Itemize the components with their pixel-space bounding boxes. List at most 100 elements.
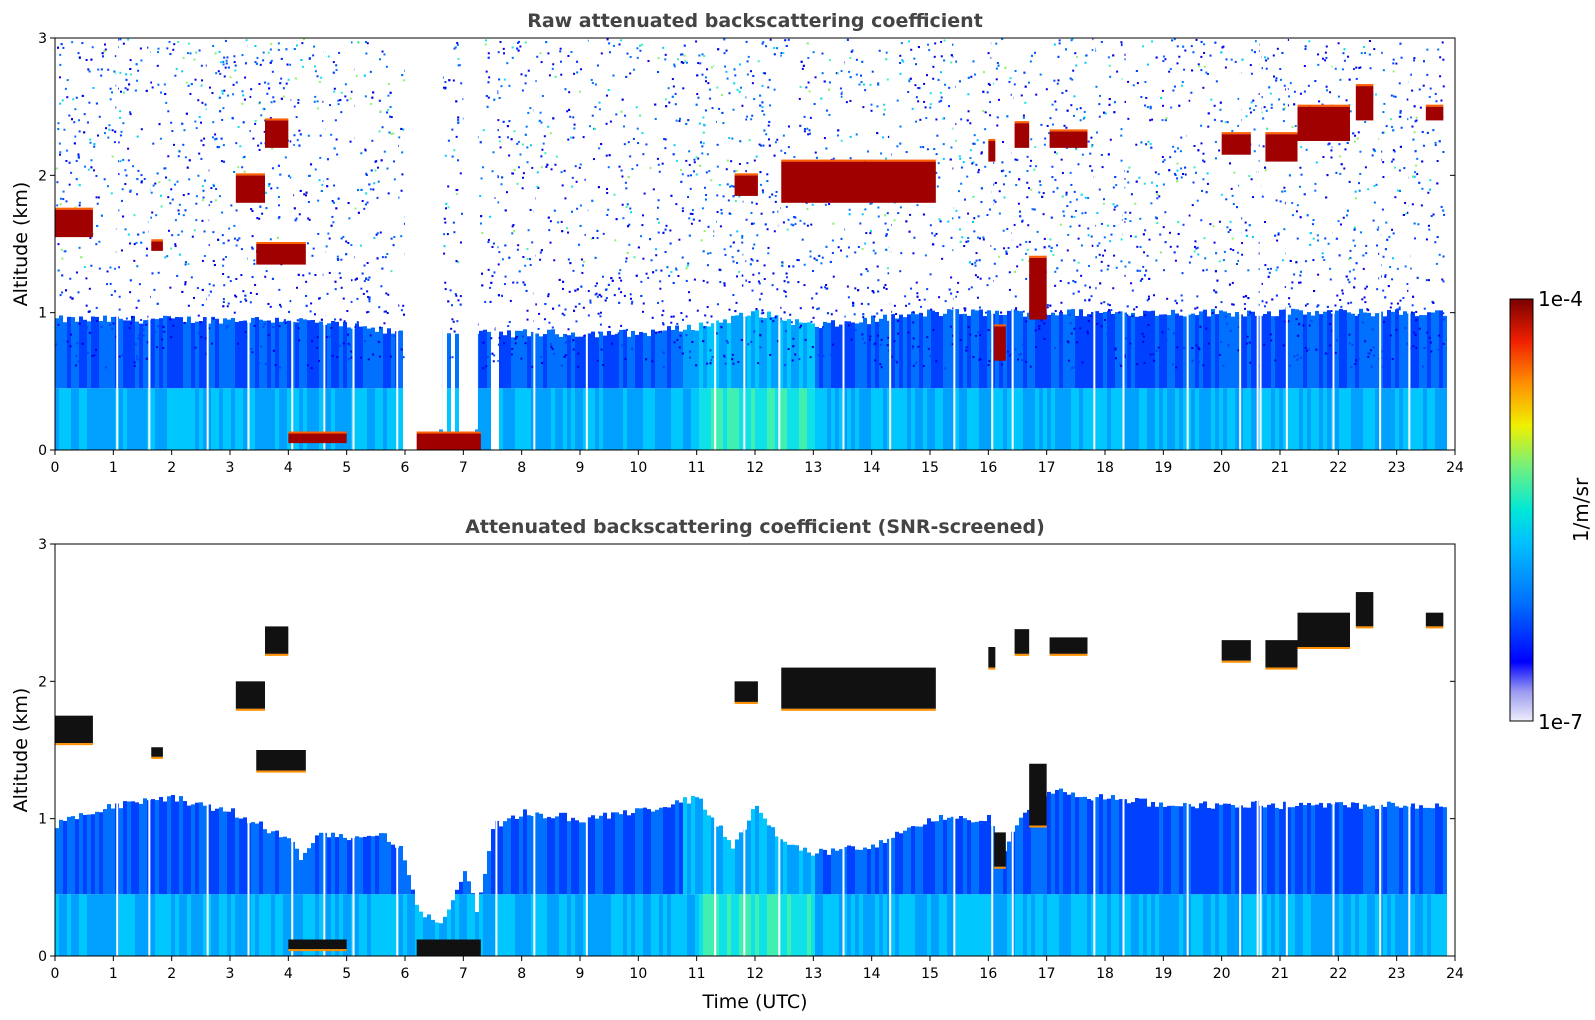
noise-pixel (899, 125, 902, 128)
aerosol-column (1075, 388, 1079, 450)
noise-pixel (686, 264, 689, 267)
noise-pixel (550, 168, 553, 171)
noise-pixel (492, 151, 495, 154)
aerosol-column (1227, 313, 1231, 389)
noise-pixel (774, 141, 777, 144)
noise-pixel (63, 128, 66, 131)
noise-pixel (657, 199, 660, 202)
noise-pixel (522, 143, 525, 146)
noise-pixel (862, 83, 865, 86)
noise-pixel (1295, 210, 1298, 213)
aerosol-column (1067, 309, 1071, 389)
noise-pixel (516, 248, 519, 251)
noise-pixel (1100, 153, 1103, 156)
noise-pixel (1147, 63, 1150, 66)
noise-pixel (184, 261, 187, 264)
noise-pixel (234, 294, 237, 297)
noise-pixel (782, 52, 785, 55)
noise-pixel (156, 64, 159, 67)
noise-pixel (668, 101, 671, 104)
aerosol-column (995, 388, 999, 450)
noise-pixel (369, 70, 372, 73)
noise-pixel (900, 252, 903, 255)
noise-pixel (1251, 196, 1254, 199)
noise-pixel (886, 212, 889, 215)
noise-pixel (1091, 244, 1094, 247)
noise-pixel (489, 215, 492, 218)
noise-pixel (807, 133, 810, 136)
noise-pixel (567, 231, 570, 234)
noise-pixel (1076, 108, 1079, 111)
aerosol-column (447, 388, 451, 450)
noise-pixel (1015, 309, 1018, 312)
noise-pixel (137, 69, 140, 72)
aerosol-column (579, 388, 583, 450)
noise-pixel (349, 344, 352, 347)
noise-pixel (1176, 177, 1179, 180)
noise-pixel (1443, 213, 1446, 216)
noise-pixel (547, 52, 550, 55)
noise-pixel (219, 72, 222, 75)
aerosol-column (1279, 388, 1283, 450)
noise-pixel (491, 352, 494, 355)
noise-pixel (208, 86, 211, 89)
noise-pixel (386, 253, 389, 256)
noise-pixel (939, 71, 942, 74)
noise-pixel (1023, 325, 1026, 328)
noise-pixel (1300, 356, 1303, 359)
aerosol-column (1415, 388, 1419, 450)
noise-pixel (262, 107, 265, 110)
noise-pixel (753, 98, 756, 101)
noise-pixel (173, 43, 176, 46)
noise-pixel (1391, 357, 1394, 360)
noise-pixel (347, 241, 350, 244)
noise-pixel (387, 83, 390, 86)
noise-pixel (1153, 354, 1156, 357)
noise-pixel (334, 318, 337, 321)
noise-pixel (782, 221, 785, 224)
noise-pixel (530, 144, 533, 147)
aerosol-column (679, 331, 683, 389)
noise-pixel (1197, 63, 1200, 66)
aerosol-column (1271, 316, 1275, 389)
noise-pixel (572, 136, 575, 139)
noise-pixel (1391, 125, 1394, 128)
noise-pixel (705, 194, 708, 197)
noise-pixel (751, 82, 754, 85)
noise-pixel (1060, 259, 1063, 262)
noise-pixel (326, 158, 329, 161)
noise-pixel (1115, 266, 1118, 269)
aerosol-column (343, 388, 347, 450)
noise-pixel (830, 353, 833, 356)
noise-pixel (950, 146, 953, 149)
noise-pixel (679, 53, 682, 56)
aerosol-column (255, 388, 259, 450)
noise-pixel (199, 321, 202, 324)
aerosol-column (663, 330, 667, 389)
noise-pixel (202, 189, 205, 192)
noise-pixel (765, 45, 768, 48)
noise-pixel (491, 275, 494, 278)
noise-pixel (1197, 360, 1200, 363)
noise-pixel (1075, 148, 1078, 151)
aerosol-column (1035, 314, 1039, 389)
noise-pixel (915, 120, 918, 123)
noise-pixel (879, 343, 882, 346)
noise-pixel (670, 321, 673, 324)
aerosol-column (595, 388, 599, 450)
aerosol-column (747, 388, 751, 450)
noise-pixel (136, 265, 139, 268)
noise-pixel (982, 71, 985, 74)
noise-pixel (986, 91, 989, 94)
aerosol-column (75, 321, 79, 389)
noise-pixel (159, 137, 162, 140)
noise-pixel (1257, 252, 1260, 255)
noise-pixel (456, 320, 459, 323)
aerosol-column (943, 313, 947, 389)
noise-pixel (523, 283, 526, 286)
noise-pixel (340, 237, 343, 240)
aerosol-column (1291, 308, 1295, 389)
noise-pixel (1425, 279, 1428, 282)
noise-pixel (386, 167, 389, 170)
noise-pixel (658, 221, 661, 224)
